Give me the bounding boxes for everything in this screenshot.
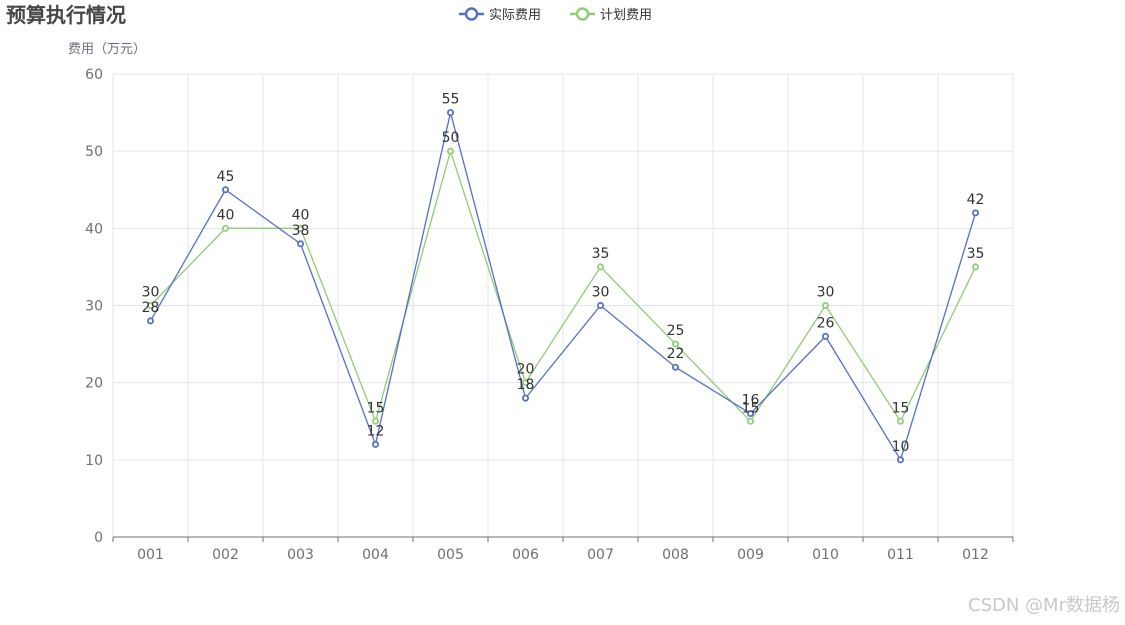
x-tick-label: 009 (737, 547, 764, 563)
legend-label: 计划费用 (600, 8, 652, 23)
data-label: 30 (142, 285, 160, 301)
data-label: 35 (967, 246, 985, 262)
x-tick-label: 010 (812, 547, 839, 563)
y-axis-title: 费用（万元） (68, 42, 146, 57)
x-tick-label: 008 (662, 547, 689, 563)
data-label: 40 (292, 207, 310, 223)
grid-lines (112, 73, 1014, 537)
x-tick-label: 011 (887, 547, 914, 563)
data-label: 15 (892, 400, 910, 416)
data-point (146, 301, 154, 309)
data-point (371, 440, 379, 448)
x-tick-label: 007 (587, 547, 614, 563)
legend-item-1[interactable]: 计划费用 (570, 7, 652, 23)
data-point (371, 417, 379, 425)
series-line-0 (149, 112, 977, 462)
data-point (522, 379, 530, 387)
data-labels: 28 45 38 12 55 18 30 22 16 26 10 42 30 40 40 15 50 20 35 25… (142, 92, 985, 455)
series-line-1 (150, 148, 977, 424)
data-label: 10 (892, 439, 910, 455)
data-label: 50 (442, 130, 460, 146)
data-point (522, 394, 530, 402)
data-label: 38 (292, 223, 310, 239)
data-label: 30 (817, 285, 835, 301)
data-point (296, 224, 304, 232)
y-tick-label: 60 (85, 67, 103, 83)
legend-item-0[interactable]: 实际费用 (459, 7, 541, 23)
chart-title: 预算执行情况 (6, 3, 126, 27)
data-label: 30 (592, 285, 610, 301)
y-tick-label: 20 (85, 376, 103, 392)
legend-marker-icon (575, 7, 590, 21)
data-point (597, 301, 605, 309)
data-label: 15 (742, 400, 760, 416)
data-point (221, 224, 229, 232)
data-point (597, 263, 605, 271)
watermark: CSDN @Mr数据杨 (968, 595, 1120, 616)
data-label: 42 (967, 192, 985, 208)
data-point (672, 340, 680, 348)
x-tick-label: 012 (962, 547, 989, 563)
y-tick-label: 40 (85, 221, 103, 237)
data-point (822, 301, 830, 309)
data-label: 22 (667, 346, 685, 362)
x-tick-label: 003 (287, 547, 314, 563)
series-layer (146, 109, 980, 464)
data-point (446, 109, 454, 117)
y-tick-label: 10 (85, 453, 103, 469)
data-point (747, 417, 755, 425)
data-point (221, 186, 229, 194)
x-tick-label: 006 (512, 547, 539, 563)
data-label: 45 (217, 169, 235, 185)
x-tick-label: 002 (212, 547, 239, 563)
data-label: 35 (592, 246, 610, 262)
legend-marker-icon (464, 7, 479, 21)
data-label: 26 (817, 315, 835, 331)
data-label: 16 (742, 393, 760, 409)
data-label: 25 (667, 323, 685, 339)
data-label: 15 (367, 400, 385, 416)
x-tick-label: 004 (362, 547, 389, 563)
data-label: 20 (517, 362, 535, 378)
data-point (672, 363, 680, 371)
y-tick-label: 50 (85, 144, 103, 160)
data-point (446, 147, 454, 155)
y-tick-label: 30 (85, 299, 103, 315)
x-tick-label: 005 (437, 547, 464, 563)
data-point (146, 317, 154, 325)
x-tick-label: 001 (137, 547, 164, 563)
data-label: 55 (442, 92, 460, 108)
data-point (897, 417, 905, 425)
data-label: 18 (517, 377, 535, 393)
data-point (822, 332, 830, 340)
data-label: 40 (217, 207, 235, 223)
data-label: 12 (367, 423, 385, 439)
legend-label: 实际费用 (489, 8, 541, 23)
y-tick-label: 0 (94, 530, 103, 546)
legend[interactable]: 实际费用 计划费用 (459, 7, 652, 23)
data-point (747, 410, 755, 418)
data-point (972, 263, 980, 271)
data-point (897, 456, 905, 464)
data-label: 28 (142, 300, 160, 316)
data-point (296, 240, 304, 248)
data-point (972, 209, 980, 217)
